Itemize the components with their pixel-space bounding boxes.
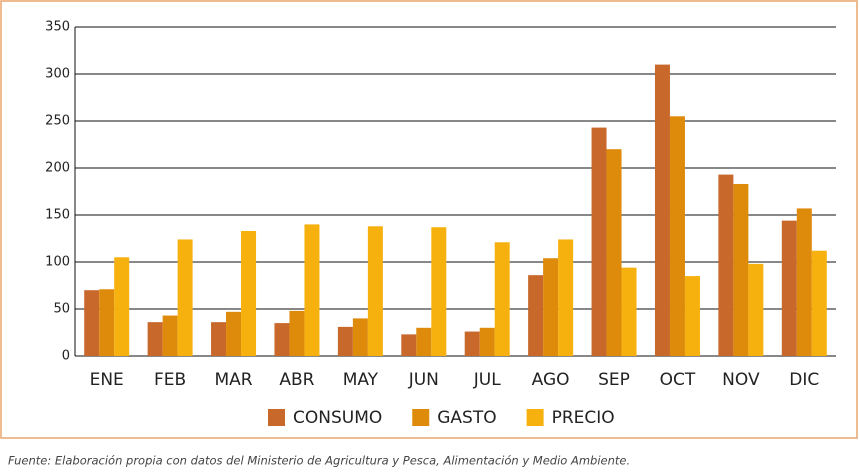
y-tick-label: 350 (45, 20, 70, 35)
bar (479, 327, 495, 356)
y-tick-label: 250 (45, 114, 70, 129)
bar (289, 310, 305, 356)
y-tick-label: 200 (45, 161, 70, 176)
bar (431, 227, 447, 356)
x-tick-label: DIC (789, 370, 819, 390)
legend-label: CONSUMO (293, 408, 382, 428)
bar (528, 275, 544, 356)
bar (114, 257, 130, 356)
bar (84, 290, 100, 356)
y-tick-label: 100 (45, 255, 70, 270)
x-tick-label: JUL (473, 370, 501, 390)
bar (226, 311, 242, 356)
bar (543, 258, 559, 356)
bar (274, 323, 290, 356)
x-tick-label: FEB (154, 370, 186, 390)
bar (99, 289, 115, 356)
x-tick-label: OCT (660, 370, 696, 390)
y-tick-label: 300 (45, 67, 70, 82)
bar (796, 208, 812, 356)
bar (177, 239, 193, 356)
x-tick-label: JUN (408, 370, 439, 390)
bar (304, 224, 320, 356)
bar (558, 239, 574, 356)
x-tick-label: MAR (214, 370, 252, 390)
x-tick-label: ENE (90, 370, 124, 390)
bar (621, 267, 637, 356)
bar (669, 116, 685, 356)
legend-swatch (526, 409, 544, 426)
bar (337, 326, 353, 356)
x-tick-label: SEP (598, 370, 630, 390)
bar (147, 322, 163, 356)
bar (241, 230, 257, 356)
bar (367, 226, 383, 356)
bar (733, 183, 749, 356)
legend-label: GASTO (437, 408, 496, 428)
bar (811, 250, 827, 356)
bar (352, 318, 368, 356)
x-tick-label: ABR (279, 370, 314, 390)
bar (748, 263, 764, 356)
bar (162, 315, 178, 356)
bar (416, 327, 432, 356)
frame (0, 0, 858, 439)
y-tick-label: 0 (62, 349, 70, 364)
bar (494, 242, 510, 356)
legend-swatch (412, 409, 430, 426)
bar (464, 331, 480, 356)
x-tick-label: NOV (722, 370, 760, 390)
bar (211, 322, 227, 356)
y-tick-label: 50 (53, 302, 70, 317)
x-tick-label: AGO (532, 370, 570, 390)
bar (684, 276, 700, 356)
y-tick-label: 150 (45, 208, 70, 223)
x-tick-label: MAY (343, 370, 379, 390)
bar (654, 64, 670, 356)
bar (401, 334, 417, 356)
legend-swatch (268, 409, 285, 426)
bar (606, 149, 622, 356)
bar (591, 127, 607, 356)
bar (781, 220, 797, 356)
bar (718, 174, 734, 356)
legend-label: PRECIO (552, 408, 615, 428)
source-note: Fuente: Elaboración propia con datos del… (8, 454, 630, 468)
